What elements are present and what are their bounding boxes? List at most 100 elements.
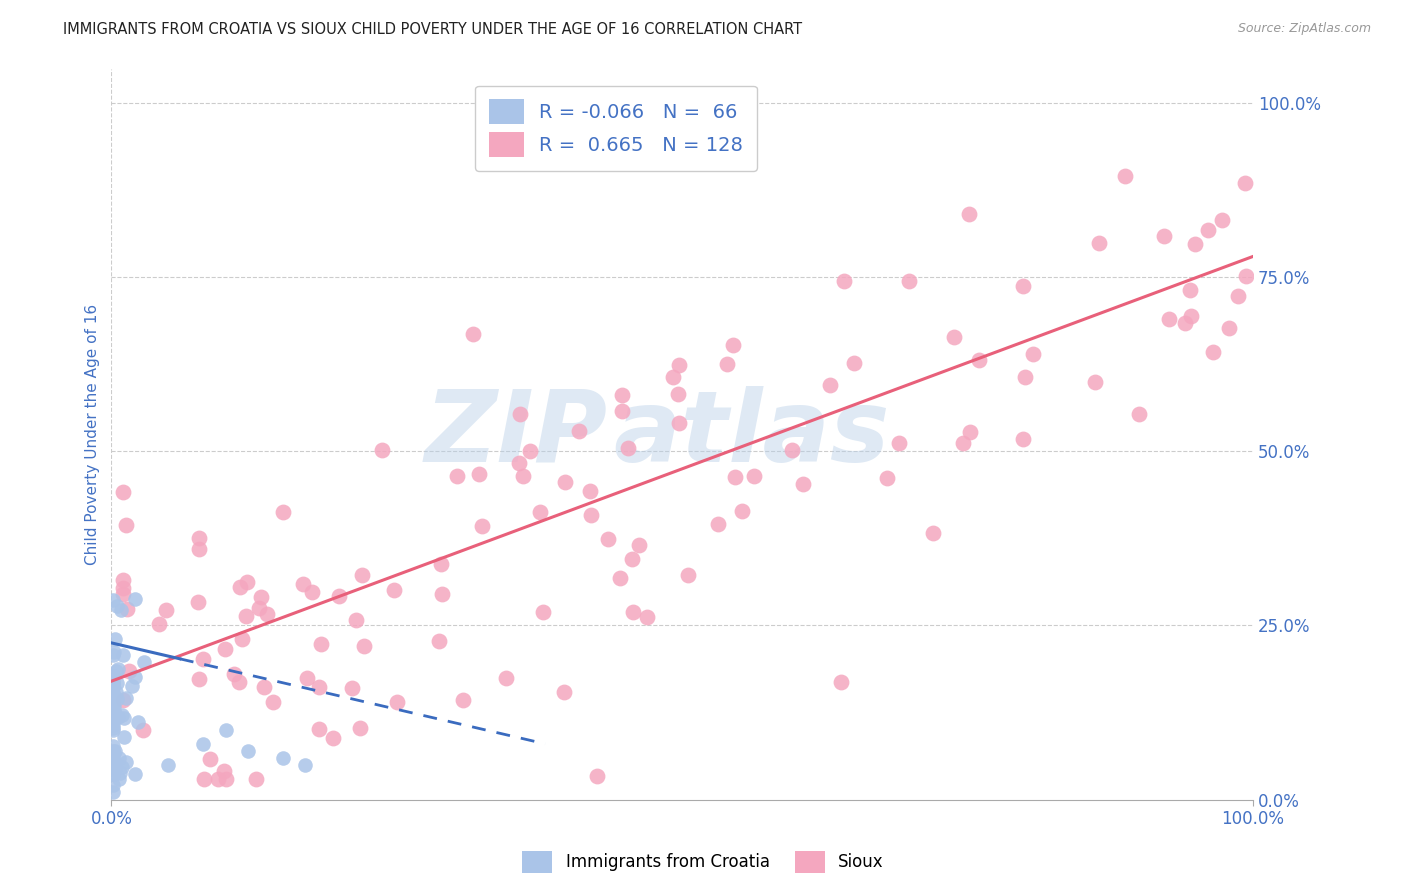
Point [188, 542, 211, 557]
Point [229, 580, 252, 594]
Point [446, 468, 468, 483]
Point [115, 518, 138, 533]
Point [111, 484, 134, 499]
Point [612, 404, 634, 418]
Point [1084, 375, 1107, 389]
Point [101, 767, 124, 781]
Point [818, 378, 841, 392]
Point [249, 590, 271, 604]
Point [107, 709, 129, 723]
Point [104, 685, 127, 699]
Point [103, 705, 125, 719]
Point [609, 571, 631, 585]
Point [101, 678, 124, 692]
Point [101, 767, 124, 781]
Point [1128, 407, 1150, 421]
Point [124, 670, 146, 684]
Point [1153, 229, 1175, 244]
Point [101, 648, 124, 663]
Point [101, 668, 124, 682]
Point [148, 617, 170, 632]
Point [830, 675, 852, 690]
Point [610, 387, 633, 401]
Point [636, 609, 658, 624]
Point [101, 739, 124, 754]
Point [959, 425, 981, 440]
Point [967, 352, 990, 367]
Point [371, 443, 394, 458]
Point [731, 504, 754, 518]
Point [897, 274, 920, 288]
Point [292, 577, 315, 591]
Point [1211, 213, 1233, 227]
Point [509, 407, 531, 421]
Point [262, 695, 284, 709]
Point [942, 330, 965, 344]
Point [112, 711, 135, 725]
Point [1114, 169, 1136, 183]
Text: IMMIGRANTS FROM CROATIA VS SIOUX CHILD POVERTY UNDER THE AGE OF 16 CORRELATION C: IMMIGRANTS FROM CROATIA VS SIOUX CHILD P… [63, 22, 803, 37]
Point [103, 754, 125, 768]
Point [212, 764, 235, 779]
Point [308, 681, 330, 695]
Point [191, 737, 214, 751]
Point [101, 785, 124, 799]
Point [662, 370, 685, 384]
Point [430, 587, 453, 601]
Point [621, 605, 644, 619]
Point [271, 750, 294, 764]
Point [115, 755, 138, 769]
Point [108, 766, 131, 780]
Point [103, 687, 125, 701]
Point [236, 575, 259, 590]
Point [111, 708, 134, 723]
Point [238, 744, 260, 758]
Point [744, 469, 766, 483]
Point [889, 436, 911, 450]
Point [952, 435, 974, 450]
Point [193, 652, 215, 666]
Point [342, 681, 364, 695]
Point [157, 757, 180, 772]
Point [1218, 321, 1240, 335]
Point [553, 685, 575, 699]
Point [792, 476, 814, 491]
Point [235, 608, 257, 623]
Point [214, 642, 236, 657]
Point [721, 338, 744, 352]
Point [1234, 268, 1257, 283]
Point [101, 747, 124, 761]
Point [104, 761, 127, 775]
Point [105, 691, 128, 706]
Point [782, 443, 804, 458]
Point [111, 759, 134, 773]
Point [118, 664, 141, 678]
Point [568, 424, 591, 438]
Point [104, 744, 127, 758]
Point [111, 693, 134, 707]
Point [101, 763, 124, 777]
Point [132, 723, 155, 737]
Point [1012, 432, 1035, 446]
Point [112, 730, 135, 744]
Point [1157, 312, 1180, 326]
Point [382, 582, 405, 597]
Point [124, 767, 146, 781]
Point [127, 715, 149, 730]
Point [101, 745, 124, 759]
Point [468, 467, 491, 481]
Y-axis label: Child Poverty Under the Age of 16: Child Poverty Under the Age of 16 [86, 303, 100, 565]
Point [124, 591, 146, 606]
Point [200, 752, 222, 766]
Point [294, 757, 316, 772]
Point [188, 672, 211, 686]
Point [101, 706, 124, 721]
Point [101, 718, 124, 732]
Point [301, 584, 323, 599]
Point [620, 552, 643, 566]
Point [1202, 345, 1225, 359]
Point [193, 772, 215, 786]
Point [101, 674, 124, 689]
Point [322, 731, 344, 745]
Point [247, 600, 270, 615]
